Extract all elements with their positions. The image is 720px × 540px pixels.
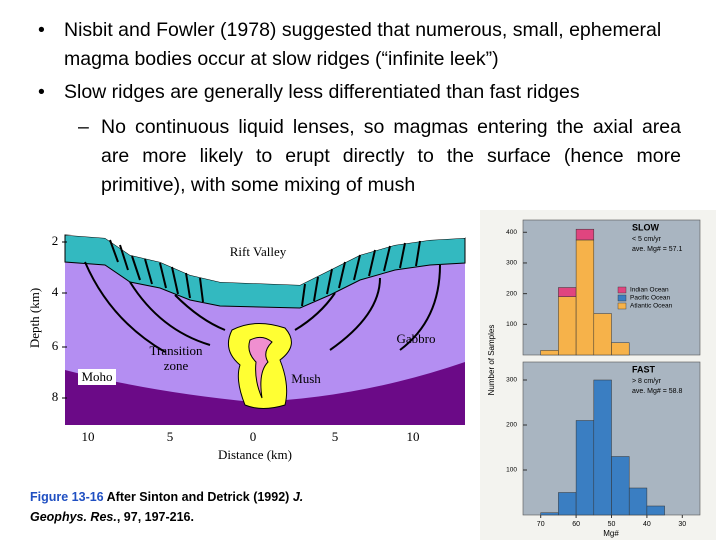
journal: J. Geophys. Res.	[30, 490, 304, 524]
annotation: ave. Mg# = 57.1	[632, 246, 683, 253]
histogram-bar	[611, 342, 630, 356]
caption-text: After Sinton and Detrick (1992)	[103, 490, 293, 504]
y-axis-label: Depth (km)	[27, 288, 42, 348]
sub-bullet-text: No continuous liquid lenses, so magmas e…	[101, 116, 681, 196]
x-tick-label: 5	[332, 429, 339, 444]
bullet-marker: •	[38, 81, 45, 103]
mantle	[65, 362, 465, 425]
legend-label: Pacific Ocean	[630, 295, 670, 302]
reference: , 97, 197-216.	[116, 510, 194, 524]
figure-number: Figure 13-16	[30, 490, 104, 504]
diagram-ticks: 2 4 6 8 10 5 0 5 10	[52, 233, 420, 444]
label-box	[78, 369, 116, 385]
x-tick-label: 10	[407, 429, 420, 444]
y-tick-label: 100	[506, 467, 517, 474]
legend-swatch	[617, 302, 627, 310]
y-tick-label: 100	[506, 321, 517, 328]
x-tick-label: 50	[608, 521, 616, 528]
histogram-bar	[593, 379, 612, 516]
annotation: > 8 cm/yr	[632, 378, 662, 385]
faults	[84, 261, 441, 353]
melt-zone	[248, 336, 273, 399]
sub-bullet-marker: –	[78, 116, 89, 138]
x-tick-label: 10	[82, 429, 95, 444]
x-tick-label: 5	[167, 429, 174, 444]
y-axis-label: Number of Samples	[487, 325, 496, 396]
x-tick-label: 40	[643, 521, 651, 528]
y-tick-label: 300	[506, 377, 517, 384]
x-axis-label: Distance (km)	[218, 447, 292, 462]
panel-title: FAST	[632, 364, 656, 374]
legend-label: Atlantic Ocean	[630, 303, 673, 310]
y-tick-label: 2	[52, 233, 59, 248]
y-tick-label: 6	[52, 338, 59, 353]
dikes	[109, 239, 421, 307]
histogram-bar	[558, 296, 577, 356]
x-axis-label: Mg#	[603, 529, 619, 538]
histogram-bar	[611, 456, 630, 516]
annotation: < 5 cm/yr	[632, 236, 662, 243]
histogram-bar	[575, 420, 595, 516]
histogram-bar	[558, 287, 577, 297]
histogram-bar	[646, 505, 665, 516]
histograms: 100 200 300 400 SLOW < 5 cm/yr ave. Mg# = 57.1…	[487, 219, 701, 538]
x-tick-label: 70	[537, 521, 545, 528]
y-tick-label: 200	[506, 422, 517, 429]
y-tick-label: 4	[52, 284, 59, 299]
legend-label: Indian Ocean	[630, 287, 669, 294]
annotation: ave. Mg# = 58.8	[632, 388, 683, 395]
bullet-text: Slow ridges are generally less different…	[64, 81, 580, 103]
histogram-bar	[558, 492, 577, 516]
gabbro-label: Gabbro	[397, 331, 436, 346]
x-tick-label: 60	[572, 521, 580, 528]
histogram-bar	[575, 239, 595, 356]
x-tick-label: 0	[250, 429, 257, 444]
y-tick-label: 300	[506, 260, 517, 267]
rift-valley-label: Rift Valley	[230, 244, 287, 259]
legend-swatch	[617, 286, 627, 294]
transition-label: Transition zone	[149, 343, 203, 373]
histogram-bar	[628, 487, 648, 516]
y-tick-label: 400	[506, 229, 517, 236]
panel-title: SLOW	[632, 222, 660, 232]
bullet-marker: •	[38, 19, 45, 41]
caption: Figure 13-16 After Sinton and Detrick (1…	[30, 487, 350, 527]
sea	[65, 235, 465, 285]
y-tick-label: 200	[506, 290, 517, 297]
histogram-bar	[540, 350, 559, 356]
legend-swatch	[617, 294, 627, 302]
histogram-bar	[575, 228, 595, 241]
histogram-bar	[593, 313, 612, 356]
mush-label: Mush	[291, 371, 321, 386]
bullet-text: Nisbit and Fowler (1978) suggested that …	[64, 19, 662, 70]
moho-label: Moho	[81, 369, 112, 384]
transition-label-box: Transition zone	[149, 343, 203, 373]
x-tick-label: 30	[678, 521, 686, 528]
histogram-bar	[540, 512, 559, 516]
y-tick-label: 8	[52, 389, 59, 404]
